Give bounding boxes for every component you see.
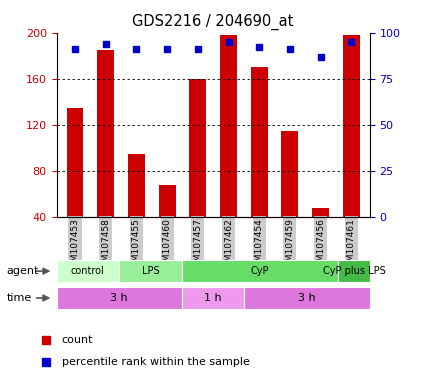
- Bar: [338, 260, 369, 282]
- Text: 3 h: 3 h: [110, 293, 128, 303]
- Bar: [97, 50, 114, 217]
- Text: count: count: [62, 335, 93, 345]
- Bar: [158, 185, 175, 217]
- Bar: [312, 208, 328, 217]
- Text: LPS: LPS: [141, 266, 159, 276]
- Bar: [181, 287, 244, 309]
- Bar: [220, 35, 237, 217]
- Bar: [119, 260, 181, 282]
- Bar: [181, 260, 338, 282]
- Bar: [342, 35, 359, 217]
- Text: control: control: [71, 266, 105, 276]
- Text: CyP plus LPS: CyP plus LPS: [322, 266, 385, 276]
- Bar: [66, 108, 83, 217]
- Bar: [56, 287, 181, 309]
- Text: 3 h: 3 h: [298, 293, 315, 303]
- Text: agent: agent: [7, 266, 39, 276]
- Text: CyP: CyP: [250, 266, 269, 276]
- Text: time: time: [7, 293, 32, 303]
- Bar: [281, 131, 298, 217]
- Bar: [250, 67, 267, 217]
- Bar: [189, 79, 206, 217]
- Bar: [56, 260, 119, 282]
- Bar: [244, 287, 369, 309]
- Bar: [128, 154, 145, 217]
- Text: percentile rank within the sample: percentile rank within the sample: [62, 358, 249, 367]
- Text: 1 h: 1 h: [204, 293, 221, 303]
- Text: GDS2216 / 204690_at: GDS2216 / 204690_at: [132, 13, 293, 30]
